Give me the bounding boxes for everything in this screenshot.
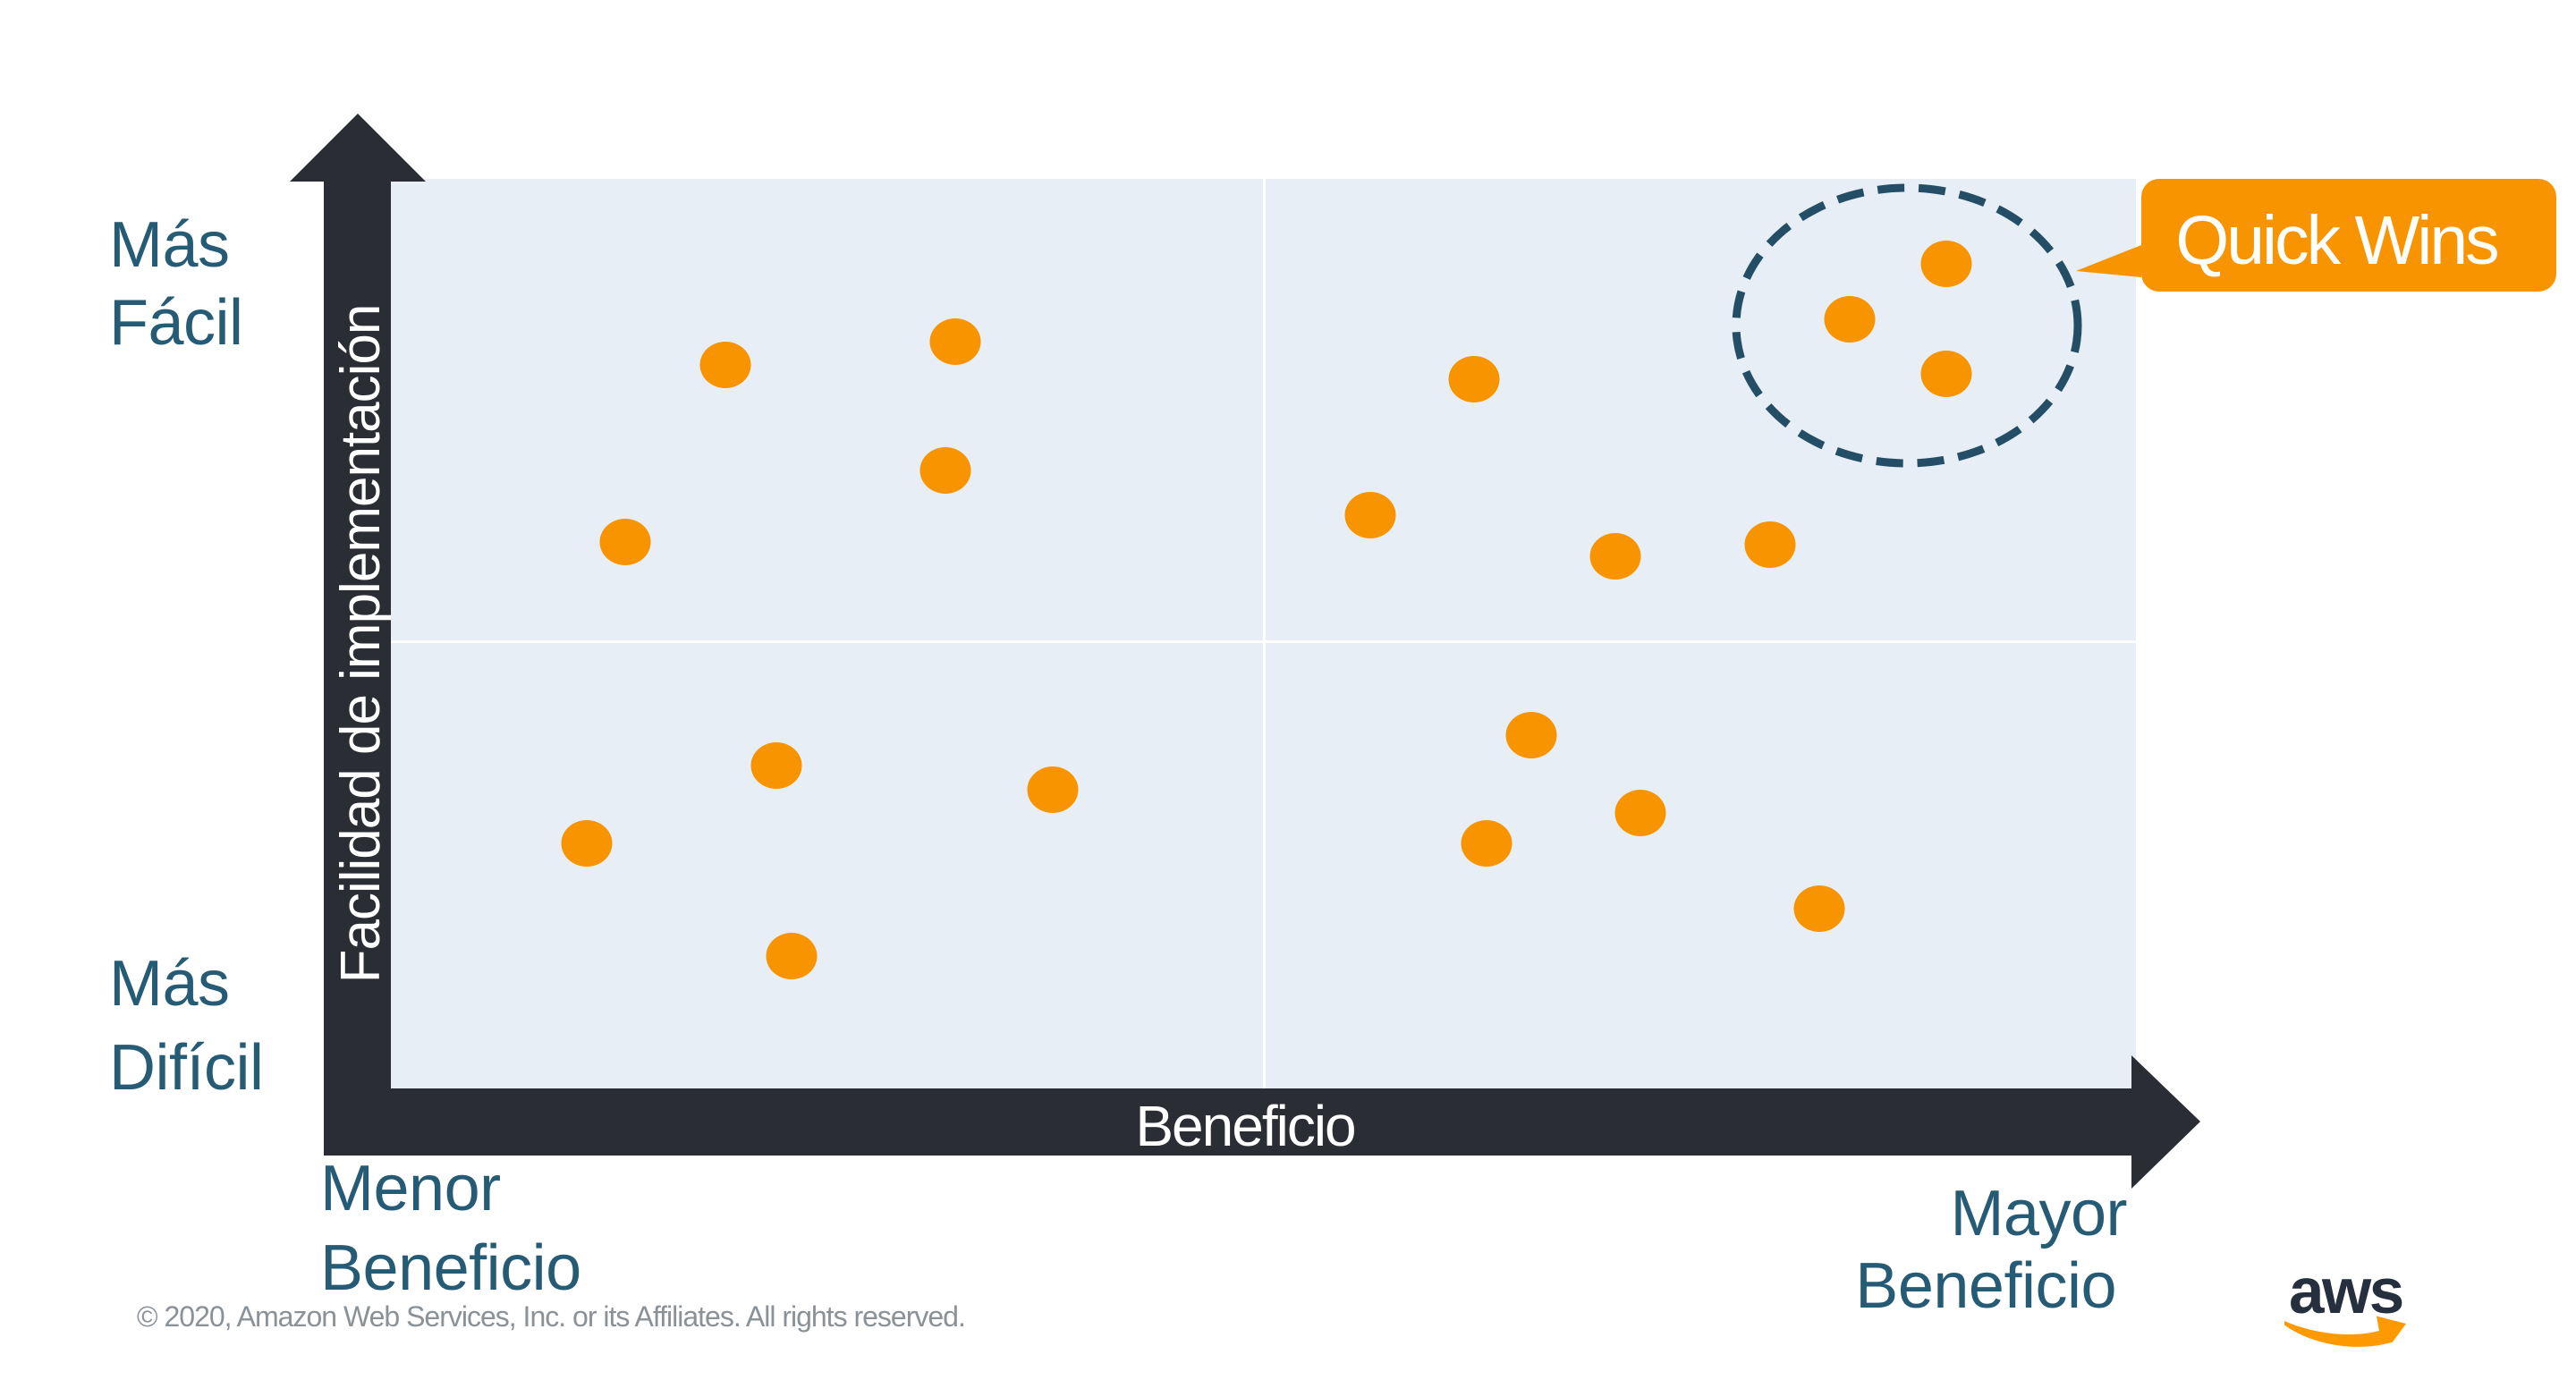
svg-text:Más: Más: [109, 209, 230, 281]
svg-text:Facilidad de implementación: Facilidad de implementación: [330, 305, 392, 984]
svg-text:aws: aws: [2289, 1257, 2402, 1327]
svg-text:Beneficio: Beneficio: [1135, 1094, 1354, 1158]
svg-text:© 2020, Amazon Web Services, I: © 2020, Amazon Web Services, Inc. or its…: [137, 1300, 965, 1333]
svg-text:Difícil: Difícil: [109, 1032, 264, 1104]
svg-text:Beneficio: Beneficio: [320, 1232, 581, 1304]
svg-text:Beneficio: Beneficio: [1855, 1250, 2116, 1322]
svg-text:Fácil: Fácil: [109, 287, 243, 359]
svg-text:Menor: Menor: [320, 1153, 501, 1224]
svg-text:Mayor: Mayor: [1950, 1178, 2127, 1249]
svg-text:Más: Más: [109, 948, 230, 1020]
svg-text:Quick Wins: Quick Wins: [2175, 202, 2497, 279]
